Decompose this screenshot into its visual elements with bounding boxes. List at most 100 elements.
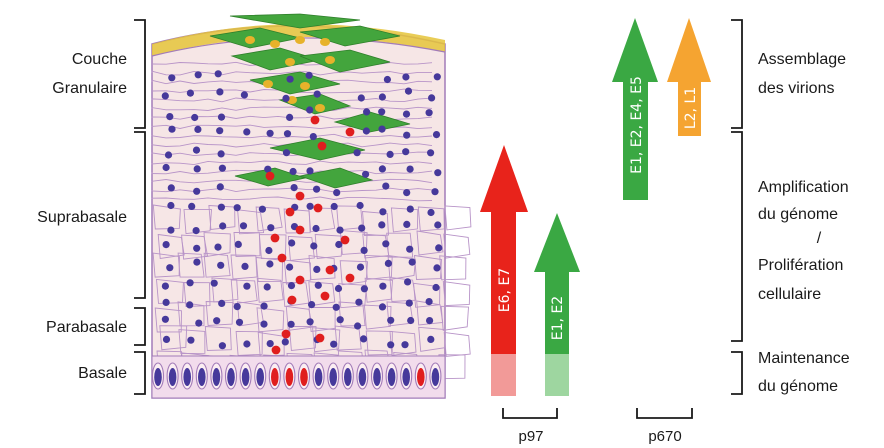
granule — [270, 40, 280, 48]
arrow-l2-l1: L2, L1 — [667, 18, 711, 136]
cell-outline — [183, 282, 211, 307]
nucleus — [218, 342, 226, 350]
cell-outline — [308, 255, 336, 281]
nucleus — [363, 108, 371, 116]
nucleus — [355, 298, 363, 306]
label-amplification-line2: du génome — [758, 206, 838, 223]
nucleus — [233, 303, 241, 311]
nucleus — [406, 165, 414, 173]
basal-infected-nucleus — [285, 368, 294, 386]
granule — [315, 104, 325, 112]
basal-nucleus — [168, 368, 177, 386]
nucleus — [407, 316, 415, 325]
cell-outline — [256, 307, 285, 333]
arrow-e6-e7: E6, E7 — [480, 145, 528, 396]
basal-nucleus — [344, 368, 352, 386]
nucleus — [383, 75, 391, 84]
nucleus — [186, 301, 194, 309]
cell-outline — [387, 254, 416, 281]
cell-outline — [339, 260, 368, 286]
nucleus — [433, 264, 441, 272]
cell-outline — [283, 259, 311, 285]
nucleus — [382, 240, 390, 248]
nucleus — [166, 264, 174, 272]
nucleus — [168, 74, 176, 82]
cell-outline — [314, 234, 343, 259]
basal-cell-row — [151, 355, 446, 399]
nucleus — [378, 108, 386, 116]
cell-outline — [364, 277, 393, 303]
nucleus — [427, 208, 435, 217]
infected-nucleus — [281, 329, 291, 339]
label-suprabasal: Suprabasale — [37, 209, 127, 226]
cell-outline — [439, 255, 467, 281]
nucleus — [384, 259, 392, 267]
nucleus — [402, 110, 411, 118]
cell-outline — [203, 232, 231, 258]
nucleus — [286, 263, 294, 271]
cell-outline — [230, 254, 258, 280]
nucleus — [379, 208, 387, 216]
cell-outline — [255, 206, 283, 232]
nucleus — [167, 201, 175, 210]
arrow-e6-e7-head — [480, 145, 528, 212]
nucleus — [387, 316, 395, 324]
cell-outline — [414, 254, 442, 280]
nucleus — [266, 129, 274, 137]
cell-outline — [211, 277, 239, 303]
texture-line — [151, 187, 433, 193]
nucleus — [330, 340, 338, 348]
nucleus — [218, 299, 226, 307]
label-granular-line2: Granulaire — [52, 80, 127, 97]
arrow-e1-e2-e4-e5-shaft — [623, 80, 648, 200]
nucleus — [167, 184, 175, 192]
cell-outline — [233, 232, 261, 257]
arrow-e6-e7-shaft — [491, 210, 516, 354]
nucleus — [217, 113, 226, 121]
nucleus — [193, 258, 201, 266]
nucleus — [243, 128, 251, 136]
texture-line — [151, 106, 433, 111]
nucleus — [216, 183, 224, 191]
cell-outline — [364, 254, 393, 280]
cell-outline — [255, 256, 283, 282]
nucleus — [194, 125, 202, 133]
arrow-e1-e2-e4-e5: E1, E2, E4, E5 — [612, 18, 658, 200]
nucleus — [313, 185, 321, 193]
granule — [245, 36, 255, 44]
cell-outline — [230, 279, 258, 305]
nucleus — [306, 167, 314, 175]
nucleus — [286, 75, 294, 83]
nucleus — [425, 298, 433, 306]
infected-cell — [249, 71, 341, 95]
nucleus — [193, 244, 201, 252]
nucleus — [217, 203, 225, 211]
nucleus — [235, 318, 244, 326]
basal-nucleus — [154, 368, 162, 386]
nucleus — [216, 88, 224, 96]
infected-nucleus — [320, 291, 330, 301]
nucleus — [386, 150, 394, 158]
nucleus — [425, 109, 433, 117]
promoter-brackets — [502, 408, 693, 419]
bracket-maintenance — [731, 351, 743, 395]
nucleus — [378, 125, 386, 133]
nucleus — [408, 258, 416, 266]
nucleus — [403, 131, 411, 139]
nucleus — [378, 93, 386, 101]
arrow-e1-e2-shaft — [545, 270, 569, 354]
nucleus — [378, 221, 386, 229]
cell-outline — [154, 307, 182, 333]
basal-infected-nucleus — [271, 368, 279, 386]
nucleus — [166, 113, 174, 121]
arrow-e6-e7-label: E6, E7 — [497, 268, 513, 312]
arrow-e1-e2-head — [534, 213, 580, 272]
nucleus — [336, 226, 344, 234]
arrow-e1-e2-p97: E1, E2 — [534, 213, 580, 396]
cell-outline — [152, 252, 180, 278]
cell-outline — [440, 305, 469, 331]
infected-nucleus — [345, 273, 355, 283]
cell-outline — [285, 305, 313, 331]
infected-nucleus — [285, 207, 295, 217]
bracket-assembly — [731, 19, 743, 129]
